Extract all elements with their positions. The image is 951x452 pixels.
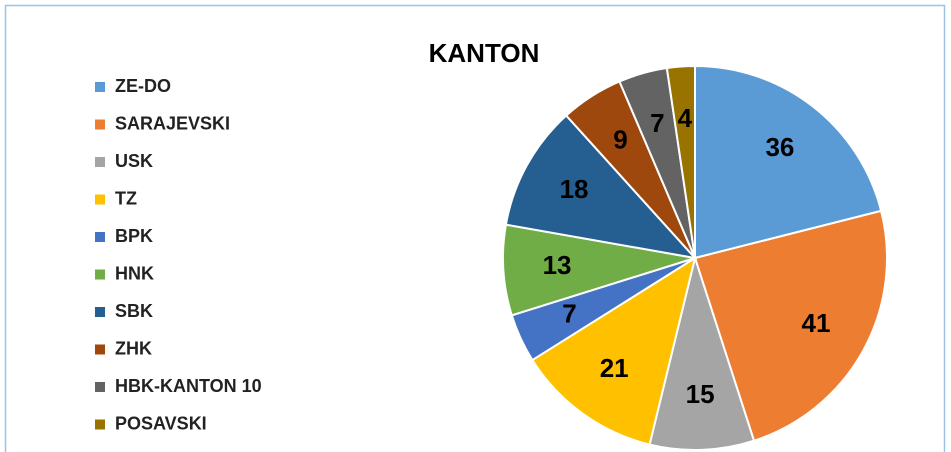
pie-slice [665, 64, 696, 259]
slice-label: 13 [543, 250, 572, 280]
legend-swatch [95, 307, 105, 317]
legend-text: ZHK [115, 338, 152, 358]
legend-swatch [95, 232, 105, 242]
pie-slice [648, 254, 756, 451]
legend-swatch [95, 344, 105, 355]
pie-slice [504, 114, 698, 260]
chart-title: KANTON [429, 38, 540, 68]
slice-label: 4 [678, 103, 693, 133]
slice-label: 21 [600, 353, 629, 383]
slice-label: 7 [650, 108, 664, 138]
pie-slice [530, 255, 697, 446]
legend-text: BPK [115, 226, 153, 246]
slice-label: 9 [613, 124, 627, 154]
legend-swatch [95, 194, 105, 205]
slice-label: 18 [560, 174, 589, 204]
slice-label: 41 [802, 308, 831, 338]
pie-slice [694, 64, 883, 260]
legend-swatch [95, 157, 105, 167]
slice-label: 7 [562, 299, 576, 329]
pie-slice [693, 209, 888, 442]
legend-text: USK [115, 151, 153, 171]
legend-text: HNK [115, 263, 154, 283]
legend-text: SARAJEVSKI [115, 113, 230, 133]
legend-swatch [95, 82, 105, 92]
legend-text: TZ [115, 188, 137, 208]
legend-text: ZE-DO [115, 76, 171, 96]
slice-label: 15 [686, 379, 715, 409]
legend-text: HBK-KANTON 10 [115, 376, 262, 396]
legend-text: SBK [115, 301, 153, 321]
legend-text: POSAVSKI [115, 413, 207, 433]
legend-swatch [95, 382, 105, 392]
legend-swatch [95, 419, 105, 430]
legend-swatch [95, 119, 105, 130]
legend-swatch [95, 269, 105, 280]
slice-label: 36 [765, 132, 794, 162]
